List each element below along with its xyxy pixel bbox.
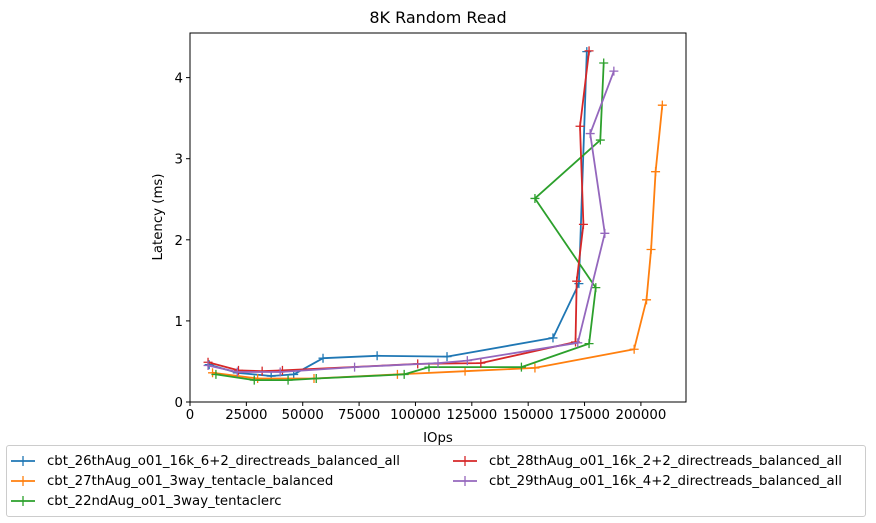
data-point-marker [548,333,558,343]
y-tick-label: 2 [175,234,183,249]
data-point-marker [211,369,221,379]
data-point-marker [572,276,582,286]
legend-item: cbt_29thAug_o01_16k_4+2_directreads_bala… [449,471,842,491]
data-point-marker [277,365,287,375]
series-line [207,50,590,373]
data-point-marker [249,375,259,385]
x-axis: 0 25000 50000 75000 100000 125000 150000 175000… [186,402,667,423]
x-tick-label: 25000 [225,408,267,423]
data-point-marker [311,373,321,383]
data-point-marker [591,283,601,293]
data-point-marker [651,167,661,177]
legend-swatch [449,451,479,471]
data-point-marker [584,46,594,56]
legend-swatch [449,471,479,491]
data-point-marker [204,360,214,370]
chart-title: 8K Random Read [369,8,506,27]
data-point-marker [372,351,382,361]
y-axis: 0 1 2 3 4 [175,72,190,411]
data-point-marker [609,66,619,76]
data-point-marker [516,362,526,372]
data-point-marker [318,353,328,363]
data-point-marker [642,295,652,305]
data-point-marker [530,193,540,203]
data-point-marker [629,344,639,354]
series-line [207,70,615,373]
series-line [215,62,605,381]
x-tick-label: 200000 [616,408,667,423]
x-tick-label: 75000 [338,408,380,423]
data-point-marker [530,363,540,373]
series-1 [204,47,592,381]
legend-item: cbt_27thAug_o01_3way_tentacle_balanced [7,471,333,491]
series-4 [203,46,594,376]
data-point-marker [600,228,610,238]
legend-label: cbt_22ndAug_o01_3way_tentaclerc [47,493,282,509]
data-point-marker [582,47,592,57]
x-tick-label: 100000 [390,408,441,423]
data-point-marker [275,367,285,377]
series-line [208,51,588,377]
data-point-marker [657,100,667,110]
data-point-marker [595,135,605,145]
x-tick-label: 0 [186,408,194,423]
legend-item: cbt_26thAug_o01_16k_6+2_directreads_bala… [7,451,400,471]
data-point-marker [585,129,595,139]
legend-item: cbt_28thAug_o01_16k_2+2_directreads_bala… [449,451,842,471]
legend-swatch [7,471,37,491]
legend-label: cbt_27thAug_o01_3way_tentacle_balanced [47,473,334,489]
data-point-marker [350,362,360,372]
legend-item: cbt_22ndAug_o01_3way_tentaclerc [7,491,282,511]
data-point-marker [283,375,293,385]
data-point-marker [232,367,242,377]
y-axis-label: Latency (ms) [151,173,166,260]
series-3 [211,58,609,385]
data-point-marker [573,338,583,348]
series-5 [203,66,619,377]
legend-label: cbt_28thAug_o01_16k_2+2_directreads_bala… [489,453,842,469]
data-point-marker [442,352,452,362]
series-line [212,105,664,380]
x-tick-label: 175000 [559,408,610,423]
data-point-marker [646,245,656,255]
data-point-marker [575,121,585,131]
data-point-marker [203,361,213,371]
y-tick-label: 3 [175,153,183,168]
series-layer [203,46,667,385]
y-tick-label: 4 [175,72,183,87]
legend-swatch [7,491,37,511]
legend-label: cbt_26thAug_o01_16k_6+2_directreads_bala… [47,453,400,469]
legend: cbt_26thAug_o01_16k_6+2_directreads_bala… [6,445,866,517]
data-point-marker [599,58,609,68]
data-point-marker [233,365,243,375]
x-tick-label: 50000 [282,408,324,423]
data-point-marker [462,356,472,366]
x-tick-label: 125000 [446,408,497,423]
x-tick-label: 150000 [503,408,554,423]
plot-frame [189,32,687,403]
data-point-marker [476,358,486,368]
data-point-marker [460,366,470,376]
legend-swatch [7,451,37,471]
data-point-marker [578,219,588,229]
legend-label: cbt_29thAug_o01_16k_4+2_directreads_bala… [489,473,842,489]
data-point-marker [399,369,409,379]
x-axis-label: IOps [423,431,453,446]
data-point-marker [584,339,594,349]
y-tick-label: 1 [175,315,183,330]
data-point-marker [433,358,443,368]
y-tick-label: 0 [175,396,183,411]
